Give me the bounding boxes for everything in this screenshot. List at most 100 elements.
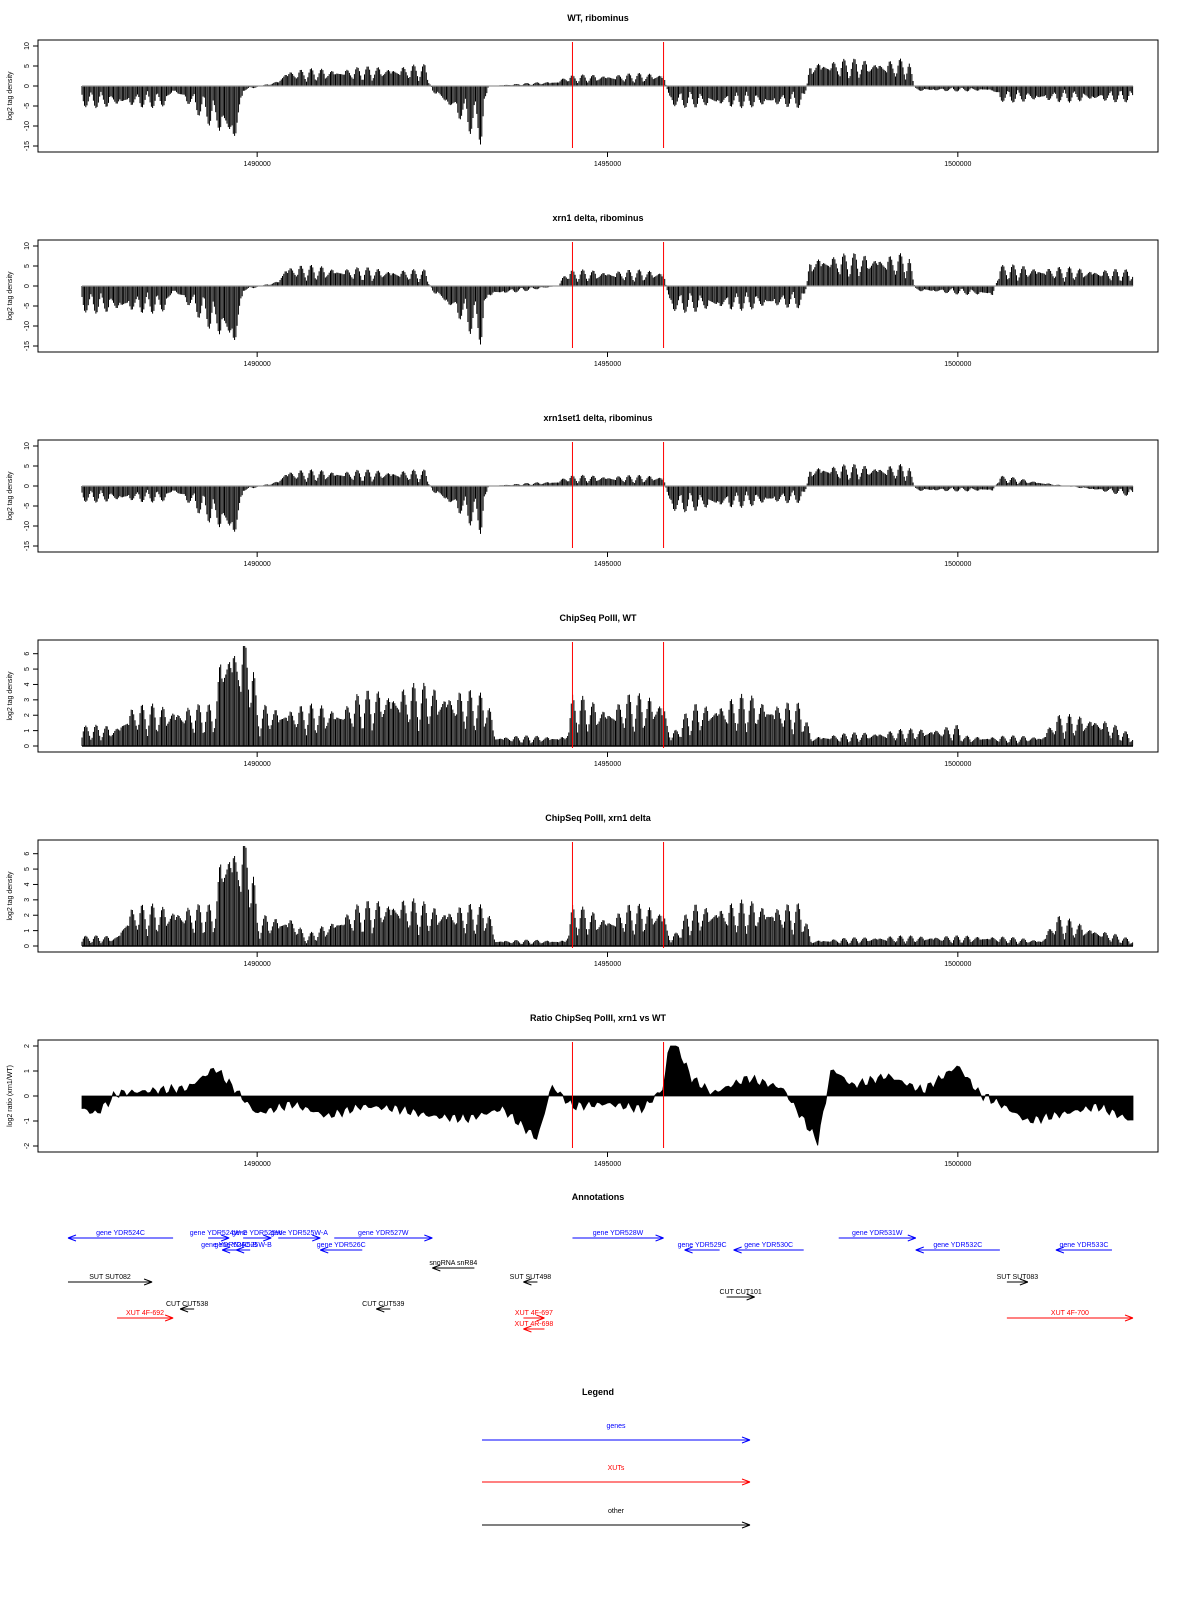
arrow-head xyxy=(220,1237,230,1242)
arrow-head xyxy=(746,1296,755,1301)
feature-label: SUT SUT498 xyxy=(510,1274,552,1281)
y-tick-label: 4 xyxy=(24,682,31,686)
feature-label: SUT SUT082 xyxy=(89,1274,131,1281)
y-tick-label: 6 xyxy=(24,852,31,856)
x-tick-label: 1495000 xyxy=(594,561,621,568)
chart-title: ChipSeq PolII, WT xyxy=(560,613,637,623)
y-axis-label: log2 tag density xyxy=(7,271,14,321)
x-tick-label: 1490000 xyxy=(244,561,271,568)
feature-arrow xyxy=(726,1293,755,1301)
y-axis-label: log2 tag density xyxy=(7,71,14,121)
arrow-head xyxy=(746,1293,755,1298)
x-tick-label: 1495000 xyxy=(594,161,621,168)
annotation-feature: XUT 4R-698 xyxy=(515,1321,553,1333)
feature-label: gene YDR531W xyxy=(852,1230,903,1237)
arrow-head xyxy=(221,1249,231,1254)
annotation-feature: snoRNA snR84 xyxy=(429,1260,477,1272)
legend-label: genes xyxy=(606,1423,626,1430)
y-axis-label: log2 tag density xyxy=(7,471,14,521)
feature-label: gene YDR526C xyxy=(317,1242,366,1249)
x-tick-label: 1490000 xyxy=(244,761,271,768)
feature-arrow xyxy=(523,1325,545,1333)
arrow-head xyxy=(179,1305,189,1310)
feature-label: CUT CUT101 xyxy=(719,1289,761,1296)
x-tick-label: 1500000 xyxy=(944,761,971,768)
arrow-head xyxy=(312,1234,321,1239)
arrow-head xyxy=(67,1234,77,1239)
chart-title: Ratio ChipSeq PolII, xrn1 vs WT xyxy=(530,1013,667,1023)
y-tick-label: 0 xyxy=(24,744,31,748)
y-tick-label: -5 xyxy=(24,303,31,309)
legend-label: XUTs xyxy=(608,1465,625,1472)
y-tick-label: 1 xyxy=(24,929,31,933)
arrow-head xyxy=(1124,1317,1134,1322)
chart-panel-5: ChipSeq PolII, xrn1 delta log2 tag densit… xyxy=(7,813,1159,968)
feature-arrow xyxy=(334,1234,433,1242)
arrow-head xyxy=(1124,1314,1134,1319)
arrow-head xyxy=(915,1249,924,1254)
arrow-head xyxy=(235,1246,245,1251)
y-tick-label: 1 xyxy=(24,729,31,733)
arrow-head xyxy=(907,1234,916,1239)
legend-item-xuts: XUTs xyxy=(482,1465,751,1486)
feature-label: gene YDR525W-A xyxy=(271,1230,329,1237)
arrow-head xyxy=(1055,1249,1065,1254)
feature-label: gene YDR532C xyxy=(933,1242,982,1249)
arrow-head xyxy=(179,1308,189,1313)
plot-frame xyxy=(37,239,1159,353)
annotation-feature: SUT SUT083 xyxy=(997,1274,1039,1286)
arrow-head xyxy=(684,1246,693,1251)
feature-label: gene YDR530C xyxy=(744,1242,793,1249)
y-tick-label: -5 xyxy=(24,503,31,509)
y-tick-label: 0 xyxy=(24,84,31,88)
arrow-head xyxy=(655,1237,664,1242)
feature-arrow xyxy=(838,1234,916,1242)
arrow-head xyxy=(741,1524,751,1529)
chart-title: WT, ribominus xyxy=(567,13,629,23)
arrow-head xyxy=(741,1478,751,1483)
arrow-head xyxy=(424,1234,433,1239)
arrow-head xyxy=(164,1317,174,1322)
feature-arrow xyxy=(243,1234,272,1242)
feature-arrow xyxy=(278,1234,321,1242)
arrow-head xyxy=(376,1305,385,1310)
feature-arrow xyxy=(684,1246,720,1254)
arrow-head xyxy=(741,1521,751,1526)
y-tick-label: 5 xyxy=(24,64,31,68)
feature-label: gene YDR524C-B xyxy=(201,1242,257,1249)
x-tick-label: 1490000 xyxy=(244,161,271,168)
y-tick-label: 6 xyxy=(24,652,31,656)
feature-arrow xyxy=(572,1234,664,1242)
annotation-feature: gene YDR525W xyxy=(232,1230,283,1242)
chart-panel-2: xrn1 delta, ribominus log2 tag density -15… xyxy=(7,213,1159,368)
annotation-feature: gene YDR525W-B xyxy=(214,1242,272,1254)
x-tick-label: 1500000 xyxy=(944,161,971,168)
annotation-feature: XUT 4F-692 xyxy=(117,1310,174,1322)
annotation-feature: gene YDR527W xyxy=(334,1230,433,1242)
annotation-feature: gene YDR531W xyxy=(838,1230,916,1242)
x-tick-label: 1500000 xyxy=(944,1161,971,1168)
y-axis-label: log2 ratio (xrn1/WT) xyxy=(7,1065,14,1127)
legend-item-other: other xyxy=(482,1508,751,1529)
x-tick-label: 1500000 xyxy=(944,361,971,368)
feature-label: XUT 4F-700 xyxy=(1051,1310,1089,1317)
arrow-head xyxy=(320,1249,329,1254)
feature-arrow xyxy=(117,1314,174,1322)
feature-arrow xyxy=(432,1264,475,1272)
y-tick-label: 5 xyxy=(24,464,31,468)
arrow-head xyxy=(1019,1278,1029,1283)
annotation-feature: gene YDR533C xyxy=(1055,1242,1112,1254)
feature-label: snoRNA snR84 xyxy=(429,1260,477,1267)
feature-arrow xyxy=(67,1234,174,1242)
chart-title: xrn1 delta, ribominus xyxy=(552,213,643,223)
feature-arrow xyxy=(1006,1278,1029,1286)
arrow-head xyxy=(536,1314,545,1319)
y-tick-label: -1 xyxy=(24,1118,31,1124)
x-tick-label: 1495000 xyxy=(594,1161,621,1168)
x-tick-label: 1500000 xyxy=(944,961,971,968)
legend-label: other xyxy=(608,1508,625,1515)
arrow-head xyxy=(221,1246,231,1251)
y-tick-label: 5 xyxy=(24,264,31,268)
feature-label: gene YDR533C xyxy=(1059,1242,1108,1249)
feature-label: SUT SUT083 xyxy=(997,1274,1039,1281)
